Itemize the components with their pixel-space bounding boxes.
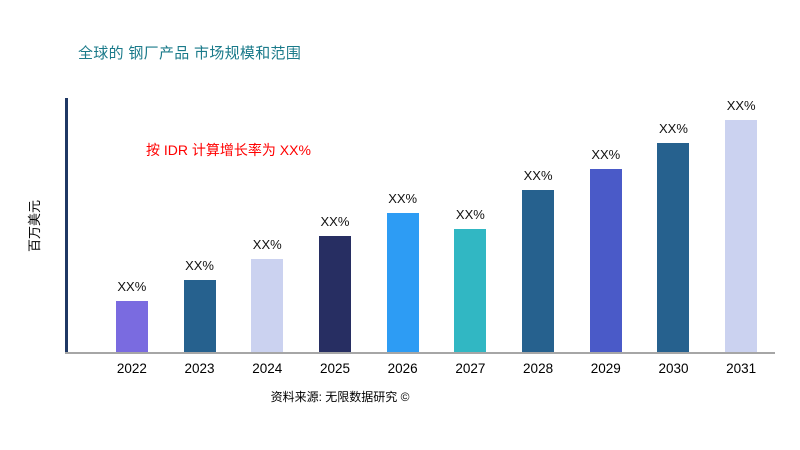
y-axis-label: 百万美元	[27, 199, 42, 252]
bar-value-label: XX%	[726, 98, 756, 113]
x-tick-label: 2025	[319, 361, 350, 376]
bar-2027	[454, 229, 487, 352]
bar-value-label: XX%	[252, 237, 282, 252]
bar-2024	[251, 259, 284, 352]
bar-2031	[725, 120, 758, 352]
bar-column: XX% 2031	[707, 98, 775, 376]
x-tick-label: 2027	[455, 361, 486, 376]
y-axis-line	[65, 98, 68, 352]
bar-column: XX% 2029	[572, 98, 640, 376]
bar-value-label: XX%	[591, 147, 621, 162]
bar-2023	[183, 280, 216, 352]
plot-area: 按 IDR 计算增长率为 XX% XX% 2022 XX% 2023 XX% 2024 XX…	[65, 98, 775, 376]
bar-value-label: XX%	[185, 258, 214, 273]
x-tick-label: 2029	[590, 361, 621, 376]
x-tick-label: 2022	[116, 361, 147, 376]
x-tick-label: 2023	[184, 361, 215, 376]
bar-2022	[115, 301, 148, 352]
bar-column: XX% 2027	[437, 98, 505, 376]
bar-value-label: XX%	[320, 214, 350, 229]
bar-column: XX% 2022	[98, 98, 166, 376]
growth-annotation: 按 IDR 计算增长率为 XX%	[146, 142, 311, 158]
source-note: 资料来源: 无限数据研究 ©	[270, 390, 410, 404]
x-tick-label: 2028	[523, 361, 554, 376]
x-tick-label: 2026	[387, 361, 418, 376]
bars-container: XX% 2022 XX% 2023 XX% 2024 XX% 2025 XX% 2026 XX% 20…	[68, 98, 775, 376]
bar-value-label: XX%	[117, 279, 147, 294]
chart-title: 全球的 钢厂产品 市场规模和范围	[78, 45, 302, 62]
bar-2029	[589, 169, 622, 352]
bar-column: XX% 2023	[166, 98, 234, 376]
bar-2030	[657, 143, 690, 352]
bar-column: XX% 2026	[369, 98, 437, 376]
bar-value-label: XX%	[523, 168, 553, 183]
bar-column: XX% 2025	[301, 98, 369, 376]
bar-value-label: XX%	[455, 207, 485, 222]
bar-column: XX% 2030	[640, 98, 708, 376]
bar-column: XX% 2024	[233, 98, 301, 376]
x-axis-line	[65, 352, 775, 354]
bar-value-label: XX%	[388, 191, 418, 206]
bar-2026	[386, 213, 419, 352]
x-tick-label: 2030	[658, 361, 689, 376]
bar-column: XX% 2028	[504, 98, 572, 376]
bar-value-label: XX%	[659, 121, 688, 136]
bar-2028	[522, 190, 555, 352]
x-tick-label: 2031	[726, 361, 757, 376]
x-tick-label: 2024	[252, 361, 283, 376]
bar-2025	[318, 236, 351, 352]
